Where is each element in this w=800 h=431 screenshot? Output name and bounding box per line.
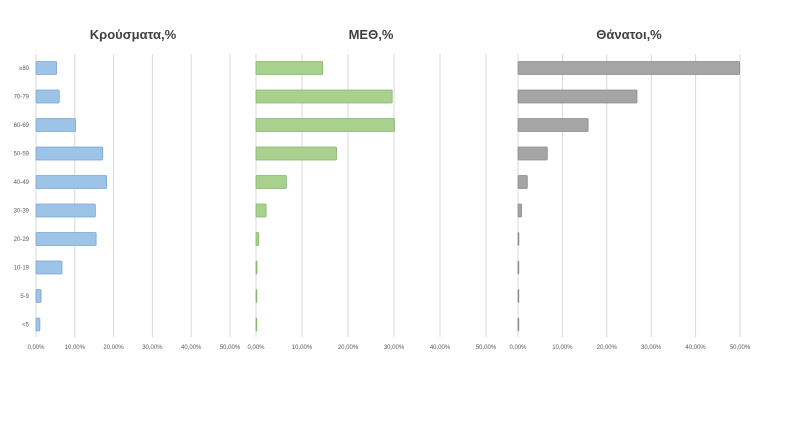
x-tick-label: 30,00% (142, 345, 163, 351)
bar (35, 89, 60, 104)
panel-title: ΜΕΘ,% (349, 27, 394, 42)
x-tick-label: 20,00% (597, 345, 618, 351)
bar (517, 260, 520, 275)
bar (35, 61, 57, 75)
category-label: 40-49 (14, 180, 30, 186)
x-tick-label: 0,00% (27, 345, 45, 351)
bar (255, 175, 287, 189)
x-tick-label: 10,00% (292, 345, 313, 351)
bar (255, 61, 324, 75)
category-label: 5-9 (20, 294, 29, 300)
x-tick-label: 20,00% (103, 345, 124, 351)
category-label: 10-19 (14, 266, 30, 272)
bar (35, 317, 41, 332)
x-tick-label: 50,00% (220, 345, 241, 351)
bar (255, 232, 260, 246)
bar (255, 289, 258, 303)
bar (35, 260, 63, 275)
category-label: 30-39 (14, 209, 30, 215)
bar (35, 289, 42, 303)
bar (35, 232, 97, 246)
bar (35, 146, 104, 161)
bar (255, 260, 258, 275)
bar (517, 118, 589, 132)
x-tick-label: 30,00% (641, 345, 662, 351)
bar (255, 89, 393, 104)
bar (517, 289, 520, 303)
x-tick-label: 0,00% (247, 345, 265, 351)
bar (517, 61, 740, 75)
bar (255, 317, 258, 332)
x-tick-label: 10,00% (65, 345, 86, 351)
bar (517, 175, 528, 189)
bar (255, 146, 337, 161)
x-tick-label: 0,00% (509, 345, 527, 351)
x-tick-label: 20,00% (338, 345, 359, 351)
x-tick-label: 40,00% (430, 345, 451, 351)
bar (35, 175, 108, 189)
category-label: 50-59 (14, 152, 30, 158)
x-tick-label: 10,00% (552, 345, 573, 351)
x-tick-label: 50,00% (730, 345, 751, 351)
category-label: ≥80 (19, 66, 30, 72)
category-label: 70-79 (14, 95, 30, 101)
bar (255, 203, 267, 218)
x-tick-label: 40,00% (181, 345, 202, 351)
panel-title: Κρούσματα,% (90, 27, 177, 42)
x-tick-label: 40,00% (685, 345, 706, 351)
bar (35, 203, 96, 218)
bar (517, 203, 522, 218)
bar (517, 89, 638, 104)
bar (35, 118, 76, 132)
x-tick-label: 30,00% (384, 345, 405, 351)
category-label: <5 (22, 323, 30, 329)
panel-title: Θάνατοι,% (596, 27, 662, 42)
bar (255, 118, 395, 132)
bar (517, 146, 548, 161)
bar (517, 232, 520, 246)
category-label: 20-29 (14, 237, 30, 243)
x-tick-label: 50,00% (476, 345, 497, 351)
category-label: 60-69 (14, 123, 30, 129)
bar (517, 317, 520, 332)
